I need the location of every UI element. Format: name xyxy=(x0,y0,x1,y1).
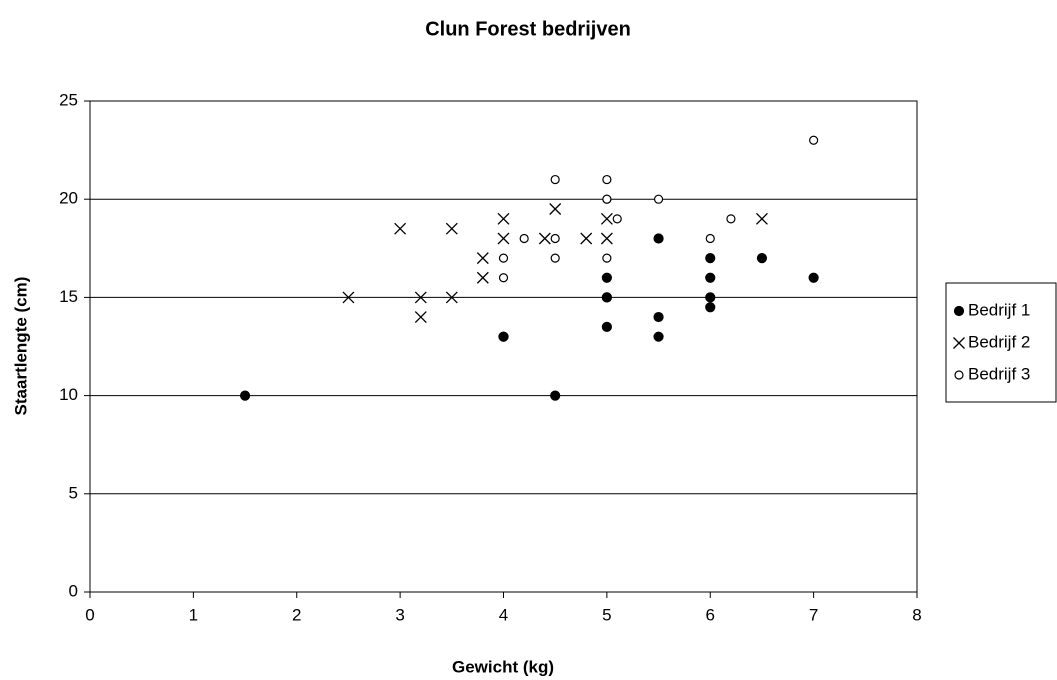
x-tick-label: 3 xyxy=(395,605,404,624)
point xyxy=(705,302,716,313)
x-axis-label: Gewicht (kg) xyxy=(452,657,554,676)
point xyxy=(445,291,458,304)
point xyxy=(602,194,612,204)
point xyxy=(705,272,716,283)
x-tick-label: 1 xyxy=(189,605,198,624)
point xyxy=(414,291,427,304)
y-tick-label: 0 xyxy=(69,581,78,600)
point xyxy=(476,252,489,265)
point xyxy=(726,214,736,224)
y-axis-label: Staartlengte (cm) xyxy=(11,277,30,416)
point xyxy=(445,222,458,235)
point xyxy=(653,233,664,244)
legend-box xyxy=(945,282,1057,403)
legend-marker xyxy=(953,305,965,317)
y-tick-label: 10 xyxy=(59,385,78,404)
point xyxy=(653,194,664,204)
x-tick-label: 5 xyxy=(602,605,611,624)
y-tick-label: 5 xyxy=(69,483,78,502)
point xyxy=(550,390,561,401)
legend-marker xyxy=(953,337,965,349)
y-tick-label: 15 xyxy=(59,287,78,306)
point xyxy=(394,222,407,235)
plot-border xyxy=(89,100,918,593)
point xyxy=(809,135,819,145)
legend-label: Bedrijf 3 xyxy=(968,364,1030,383)
x-tick-label: 8 xyxy=(912,605,921,624)
x-tick-label: 4 xyxy=(499,605,508,624)
point xyxy=(549,203,562,215)
point xyxy=(550,253,560,263)
point xyxy=(519,233,529,244)
legend-label: Bedrijf 1 xyxy=(968,300,1030,319)
point xyxy=(600,232,613,245)
point xyxy=(653,311,664,323)
point xyxy=(498,253,509,263)
x-tick-label: 0 xyxy=(85,605,94,624)
point xyxy=(550,233,560,244)
point xyxy=(550,174,560,185)
point xyxy=(601,272,612,283)
point xyxy=(653,331,664,342)
y-tick-label: 20 xyxy=(59,189,78,208)
point xyxy=(498,273,509,283)
x-tick-label: 7 xyxy=(809,605,818,624)
chart-title: Clun Forest bedrijven xyxy=(425,18,631,40)
point xyxy=(705,253,716,264)
point xyxy=(497,212,510,225)
y-tick-label: 25 xyxy=(59,90,78,109)
point xyxy=(239,390,251,401)
point xyxy=(755,212,768,225)
point xyxy=(600,212,613,225)
point xyxy=(602,253,612,263)
point xyxy=(342,291,355,304)
point xyxy=(602,174,612,185)
point xyxy=(705,292,716,303)
point xyxy=(538,232,551,245)
point xyxy=(601,321,612,332)
point xyxy=(756,253,768,264)
legend-label: Bedrijf 2 xyxy=(968,332,1030,351)
point xyxy=(612,214,622,224)
point xyxy=(705,233,715,244)
x-tick-label: 6 xyxy=(706,605,715,624)
point xyxy=(601,292,612,303)
point xyxy=(808,272,819,283)
x-tick-label: 2 xyxy=(292,605,301,624)
point xyxy=(476,271,489,284)
point xyxy=(497,232,510,245)
point xyxy=(414,311,427,323)
legend-marker xyxy=(954,370,964,380)
point xyxy=(498,331,509,342)
point xyxy=(580,232,593,245)
